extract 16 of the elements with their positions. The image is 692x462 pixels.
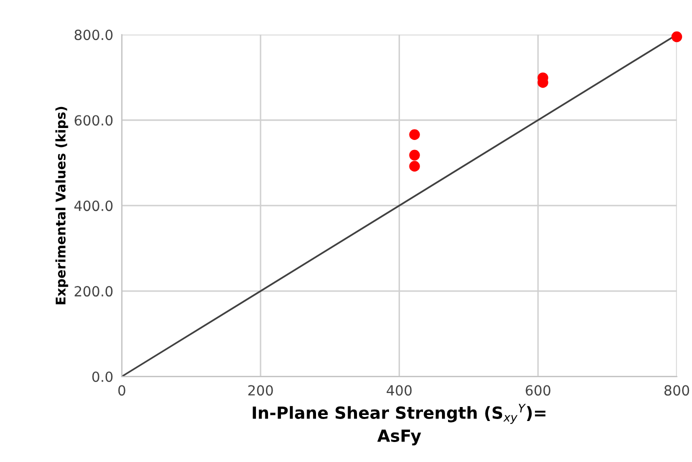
- y-tick-label: 400.0: [74, 200, 113, 212]
- point: [409, 129, 420, 140]
- x-tick-label: 200: [248, 385, 273, 396]
- x-tick-label: 600: [526, 385, 550, 396]
- x-tick-label: 0: [118, 385, 126, 396]
- point: [409, 160, 420, 172]
- x-tick-label: 400: [386, 385, 412, 396]
- y-tick-label: 800.0: [74, 30, 113, 40]
- text: In-Plane Shear Strength (S$_{xy}$$^{Y}$)= AsFy: [252, 404, 546, 446]
- y-axis-title: Experimental Values (kips): [55, 106, 68, 304]
- x-tick-label: 800: [664, 385, 690, 396]
- point: [671, 31, 682, 42]
- y-tick-label: 600.0: [74, 115, 113, 126]
- y-tick-label: 200.0: [74, 286, 113, 297]
- point: [409, 150, 420, 161]
- y-tick-label: 0.0: [92, 372, 113, 382]
